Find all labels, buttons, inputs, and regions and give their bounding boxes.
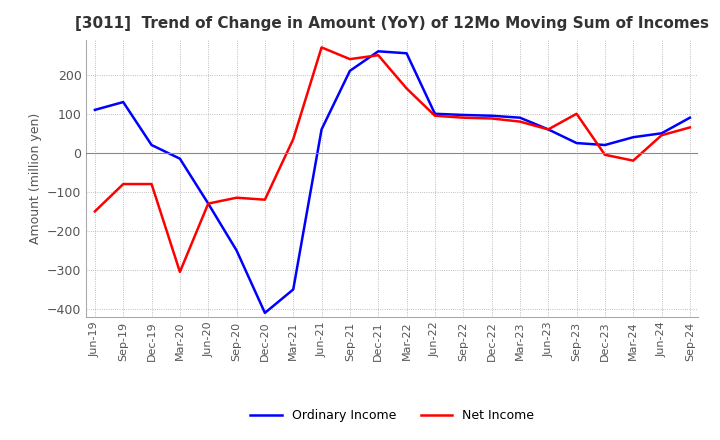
- Ordinary Income: [289, 287, 297, 292]
- Ordinary Income: [176, 156, 184, 161]
- Net Income: [402, 86, 411, 91]
- Net Income: [459, 115, 467, 120]
- Ordinary Income: [148, 143, 156, 148]
- Net Income: [487, 116, 496, 121]
- Net Income: [374, 52, 382, 58]
- Title: [3011]  Trend of Change in Amount (YoY) of 12Mo Moving Sum of Incomes: [3011] Trend of Change in Amount (YoY) o…: [76, 16, 709, 32]
- Line: Ordinary Income: Ordinary Income: [95, 51, 690, 313]
- Ordinary Income: [487, 113, 496, 118]
- Ordinary Income: [516, 115, 524, 120]
- Ordinary Income: [657, 131, 666, 136]
- Ordinary Income: [685, 115, 694, 120]
- Net Income: [91, 209, 99, 214]
- Ordinary Income: [544, 127, 552, 132]
- Net Income: [600, 152, 609, 158]
- Ordinary Income: [233, 248, 241, 253]
- Ordinary Income: [346, 68, 354, 73]
- Ordinary Income: [204, 201, 212, 206]
- Line: Net Income: Net Income: [95, 48, 690, 272]
- Ordinary Income: [431, 111, 439, 117]
- Ordinary Income: [119, 99, 127, 105]
- Ordinary Income: [91, 107, 99, 113]
- Net Income: [261, 197, 269, 202]
- Net Income: [233, 195, 241, 200]
- Net Income: [431, 113, 439, 118]
- Net Income: [629, 158, 637, 163]
- Ordinary Income: [459, 112, 467, 117]
- Ordinary Income: [261, 310, 269, 315]
- Ordinary Income: [629, 135, 637, 140]
- Ordinary Income: [572, 140, 581, 146]
- Net Income: [289, 136, 297, 142]
- Ordinary Income: [402, 51, 411, 56]
- Net Income: [176, 269, 184, 275]
- Ordinary Income: [600, 143, 609, 148]
- Net Income: [544, 127, 552, 132]
- Net Income: [318, 45, 326, 50]
- Net Income: [657, 132, 666, 138]
- Net Income: [346, 56, 354, 62]
- Net Income: [148, 181, 156, 187]
- Net Income: [204, 201, 212, 206]
- Ordinary Income: [374, 49, 382, 54]
- Net Income: [516, 119, 524, 124]
- Net Income: [685, 125, 694, 130]
- Ordinary Income: [318, 127, 326, 132]
- Net Income: [572, 111, 581, 117]
- Y-axis label: Amount (million yen): Amount (million yen): [29, 113, 42, 244]
- Legend: Ordinary Income, Net Income: Ordinary Income, Net Income: [246, 404, 539, 427]
- Net Income: [119, 181, 127, 187]
